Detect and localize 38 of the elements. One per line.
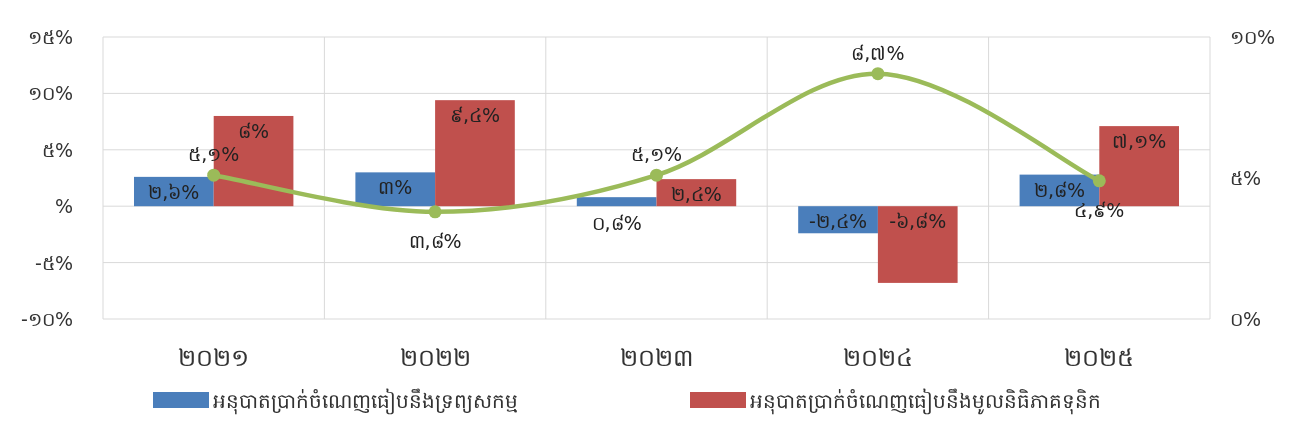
data-label: ៣% — [378, 176, 413, 199]
data-label: ៨% — [238, 119, 270, 142]
data-label: ៤,៩% — [1074, 198, 1125, 221]
point — [650, 168, 663, 182]
data-label: ៣,៨% — [408, 229, 462, 252]
legend-label: អនុបាតប្រាក់ចំណេញធៀបនឹងទ្រព្យសកម្ម — [213, 388, 518, 415]
bar — [435, 100, 515, 207]
data-label: -៦,៨% — [889, 210, 947, 233]
bar — [877, 206, 958, 283]
data-label: ៧,១% — [1112, 130, 1167, 153]
x-tick-label: ២០២៣ — [619, 344, 694, 372]
data-label: ២,៦% — [148, 180, 200, 203]
data-label: -២,៤% — [809, 210, 868, 233]
data-label: ៥,១% — [630, 143, 683, 166]
point — [207, 168, 221, 182]
y2-tick-label: ១០% — [1230, 26, 1276, 48]
y-tick-label: ១៥% — [27, 26, 73, 48]
y-tick-label: ១០% — [27, 82, 73, 105]
data-label: ៩,៤% — [449, 104, 500, 127]
x-tick-label: ២០២១ — [178, 344, 250, 372]
y-tick-label: -១០% — [21, 308, 73, 330]
y-tick-label: -៥% — [35, 251, 73, 274]
x-tick-label: ២០២២ — [399, 344, 471, 372]
y2-tick-label: ០% — [1230, 308, 1262, 330]
bar — [576, 197, 657, 207]
data-label: ៨,៧% — [851, 41, 905, 64]
point — [871, 67, 885, 81]
data-label: ២,៤% — [670, 183, 722, 206]
y-tick-label: % — [54, 195, 73, 218]
x-tick-label: ២០២៤ — [842, 344, 913, 372]
data-label: ២,៨% — [1033, 178, 1085, 201]
legend-label: អនុបាតប្រាក់ចំណេញធៀបនឹងមូលនិធិភាគទុនិក — [750, 388, 1101, 415]
y2-tick-label: ៥% — [1230, 167, 1262, 189]
x-tick-label: ២០២៥ — [1064, 344, 1135, 372]
data-label: ០,៨% — [591, 212, 642, 235]
point — [1092, 174, 1106, 188]
point — [428, 205, 442, 219]
y-tick-label: ៥% — [41, 138, 73, 161]
